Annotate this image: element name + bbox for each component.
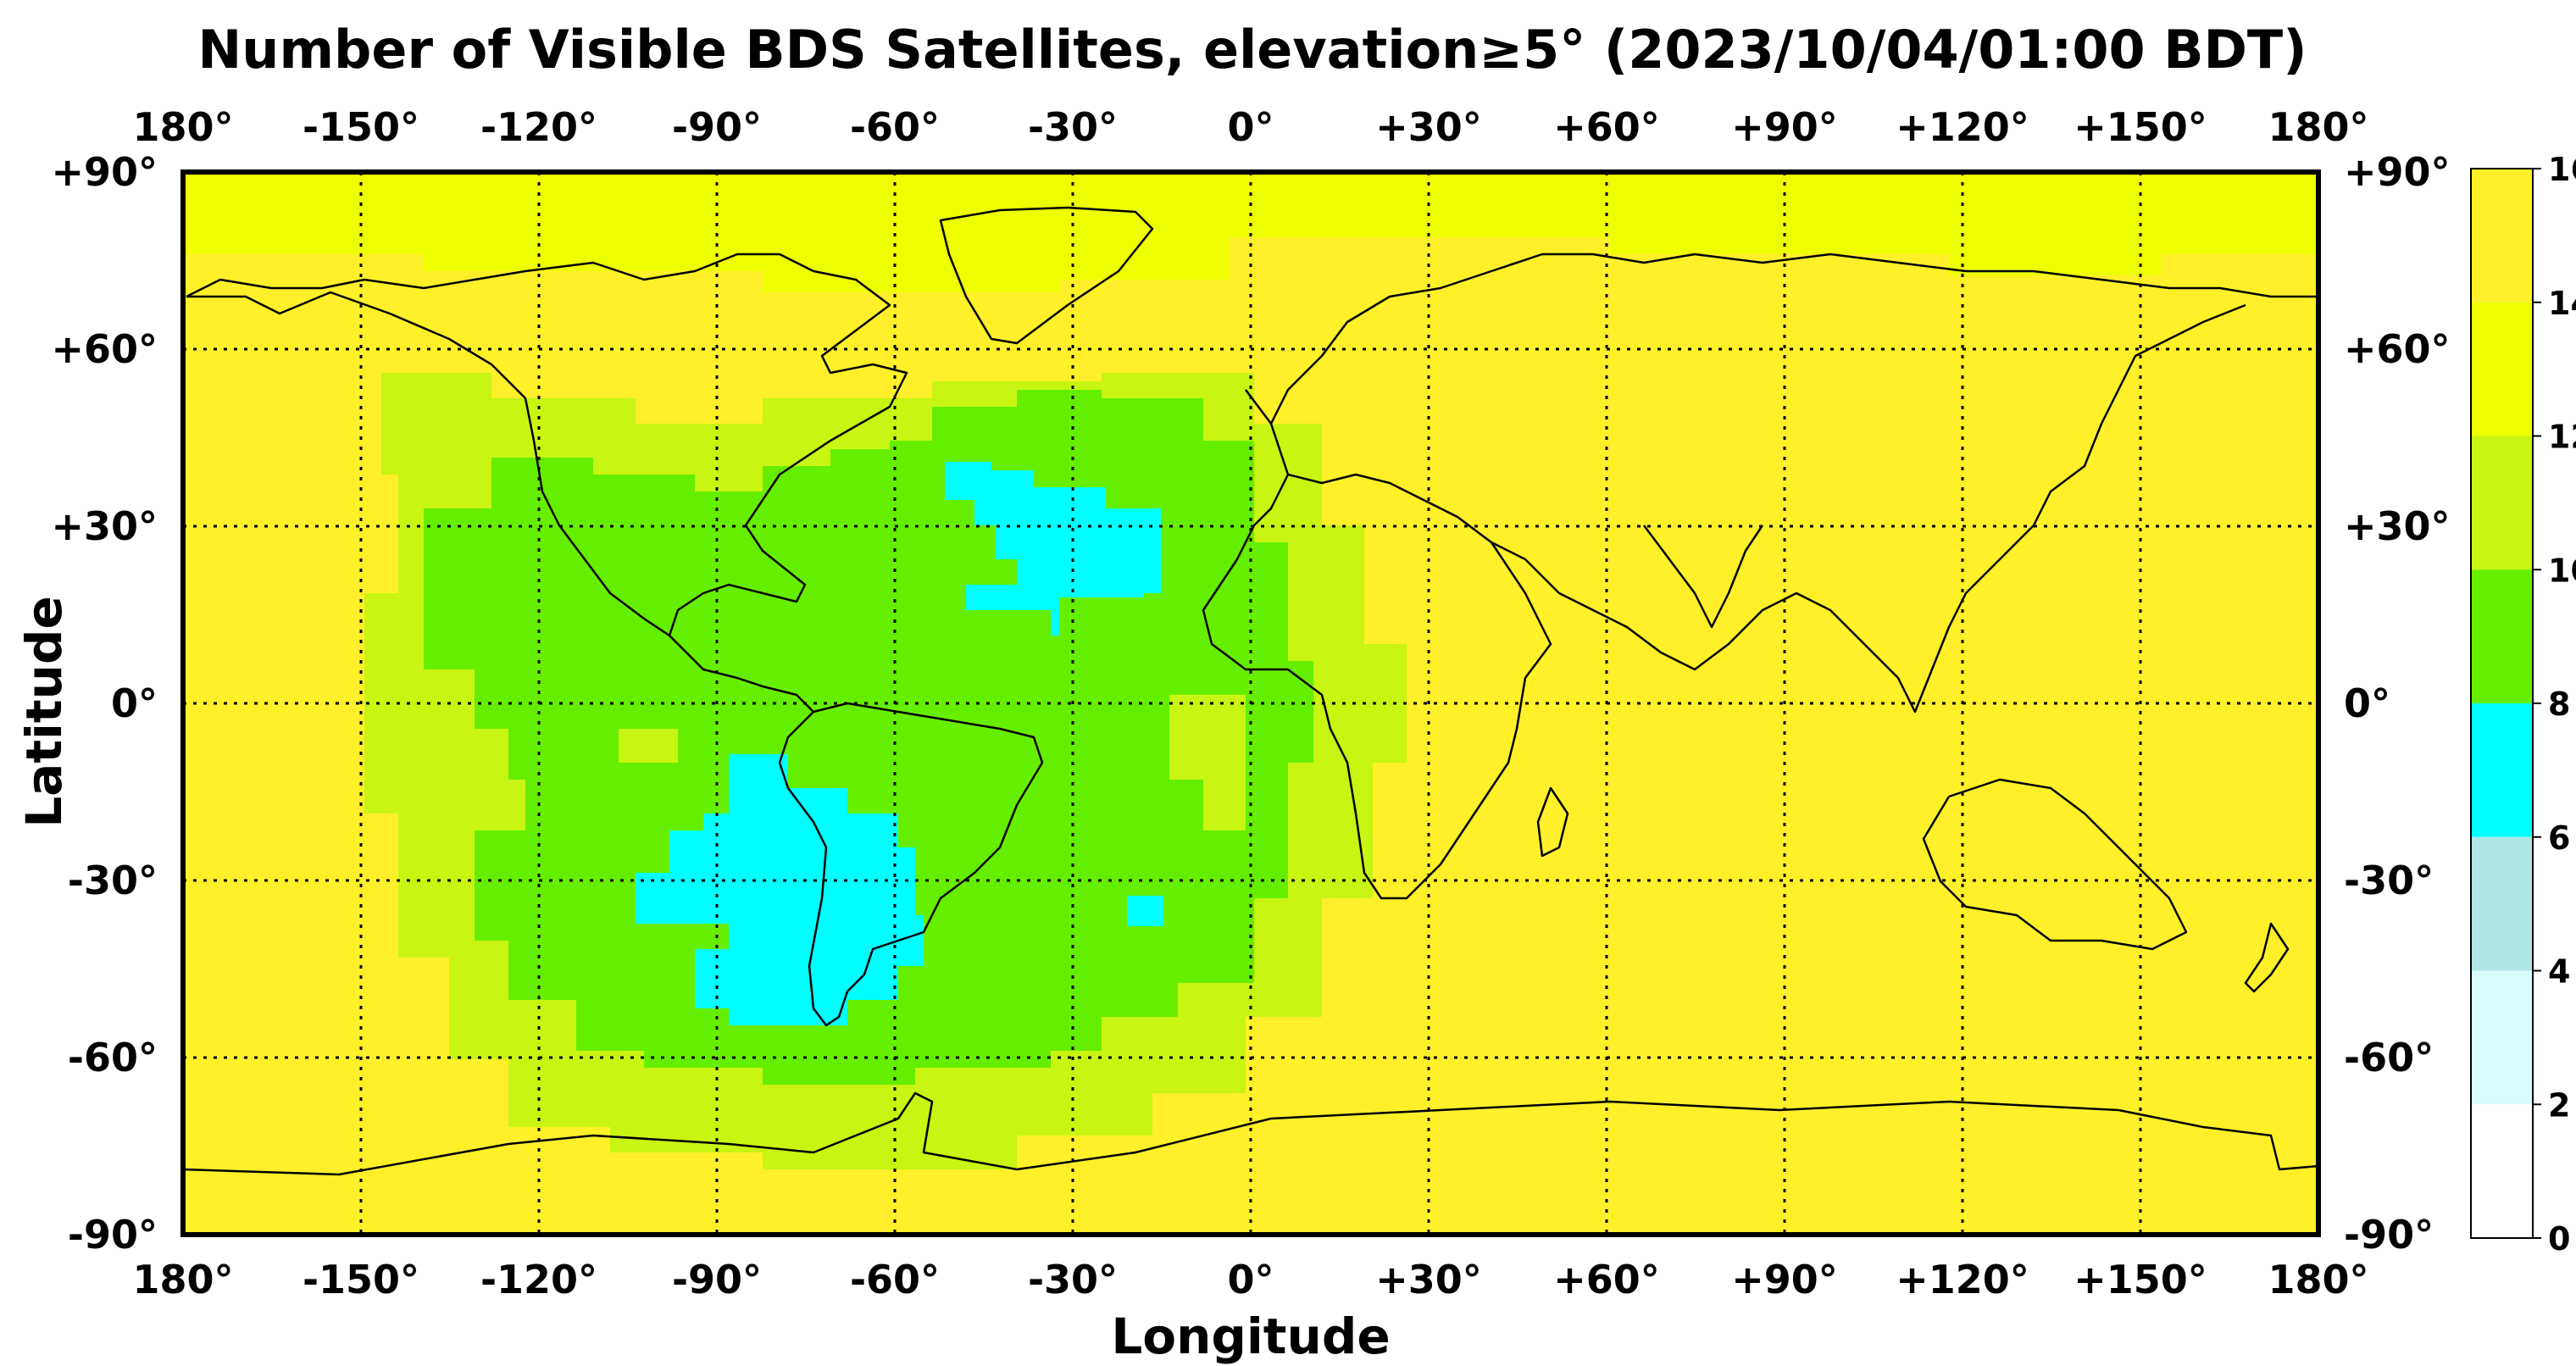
- lat-tick-label: +60°: [2344, 326, 2451, 372]
- colorbar-tick-label: 16: [2548, 151, 2576, 188]
- colorbar-band: [2471, 436, 2533, 570]
- coverage-6-8-south-atlantic-dot: [1127, 896, 1163, 926]
- coastline-antarctica: [183, 1091, 2318, 1176]
- coastline-europe-africa: [1202, 389, 1552, 900]
- lon-tick-label: -120°: [480, 104, 597, 150]
- colorbar-band: [2471, 569, 2533, 703]
- lon-tick-label: +150°: [2074, 104, 2207, 150]
- lon-tick-label: +30°: [1375, 1257, 1482, 1302]
- lon-tick-label: +120°: [1896, 1257, 2029, 1302]
- lon-tick-label: -60°: [850, 104, 940, 150]
- lon-ticks-top: 180° -150° -120° -90° -60° -30° 0° +30° +60° +90°…: [132, 104, 2368, 150]
- lon-tick-label: -30°: [1028, 104, 1118, 150]
- lat-tick-label: +90°: [51, 149, 158, 195]
- coastline-asia-south: [1491, 303, 2246, 714]
- lon-tick-label: +60°: [1553, 104, 1660, 150]
- lon-tick-label: +90°: [1731, 1257, 1838, 1302]
- coastline-eurasia: [1269, 253, 2318, 425]
- lat-tick-label: -30°: [68, 858, 158, 903]
- lon-tick-label: 0°: [1227, 1257, 1274, 1302]
- lon-tick-label: -60°: [850, 1257, 940, 1302]
- lon-tick-label: -150°: [303, 1257, 419, 1302]
- lon-tick-label: 180°: [132, 1257, 233, 1302]
- lon-tick-label: +150°: [2074, 1257, 2207, 1302]
- colorbar-tick-label: 2: [2548, 1086, 2570, 1124]
- coastlines: [183, 206, 2318, 1176]
- x-axis-label: Longitude: [1111, 1308, 1390, 1365]
- coastline-central-america: [669, 635, 814, 713]
- lon-tick-label: 180°: [2268, 104, 2368, 150]
- colorbar-band: [2471, 703, 2533, 837]
- colorbar-band: [2471, 970, 2533, 1105]
- lon-tick-label: +30°: [1375, 104, 1482, 150]
- lon-tick-label: -30°: [1028, 1257, 1118, 1302]
- lat-tick-label: -90°: [68, 1212, 158, 1258]
- coverage-6-8-south-america: [636, 754, 924, 1025]
- map-frame: [180, 169, 2321, 1237]
- colorbar-tick-label: 10: [2548, 552, 2576, 589]
- coastline-north-america: [186, 253, 908, 637]
- lat-tick-label: +30°: [51, 503, 158, 549]
- coverage-6-8-north-atlantic: [945, 462, 1161, 636]
- lon-tick-label: 0°: [1227, 104, 1274, 150]
- lat-tick-label: +60°: [51, 326, 158, 372]
- coverage-8-10-notch-b: [619, 729, 678, 763]
- colorbar-tick-label: 6: [2548, 819, 2570, 857]
- lat-tick-label: -30°: [2344, 858, 2434, 903]
- lon-ticks-bottom: 180° -150° -120° -90° -60° -30° 0° +30° +60° +90°…: [132, 1257, 2368, 1302]
- coastline-new-zealand: [2244, 922, 2290, 993]
- gridlines: [183, 172, 2318, 1235]
- colorbar-tick-label: 12: [2548, 419, 2576, 456]
- colorbar-band: [2471, 1104, 2533, 1238]
- lon-tick-label: -90°: [672, 104, 762, 150]
- lon-tick-label: +60°: [1553, 1257, 1660, 1302]
- lon-tick-label: 180°: [2268, 1257, 2368, 1302]
- lat-tick-label: -60°: [68, 1035, 158, 1080]
- coverage-8-10-notch: [1169, 695, 1246, 830]
- colorbar-band: [2471, 169, 2533, 303]
- colorbar-tick-label: 0: [2548, 1220, 2570, 1258]
- colorbar-band: [2471, 836, 2533, 971]
- colorbar-band: [2471, 302, 2533, 436]
- lat-tick-label: +30°: [2344, 503, 2451, 549]
- colorbar-tick-label: 14: [2548, 285, 2576, 322]
- lon-tick-label: -150°: [303, 104, 419, 150]
- chart-title: Number of Visible BDS Satellites, elevat…: [197, 19, 2307, 81]
- coastline-india: [1643, 525, 1764, 629]
- lat-tick-label: +90°: [2344, 149, 2451, 195]
- lat-ticks-right: +90° +60° +30° 0° -30° -60° -90°: [2344, 149, 2451, 1258]
- colorbar-tick-label: 8: [2548, 686, 2570, 723]
- coastline-australia: [1922, 778, 2188, 951]
- lat-tick-label: 0°: [2344, 680, 2390, 726]
- colorbar: 16 14 12 10 8 6 4 2 0: [2470, 151, 2576, 1258]
- lat-tick-label: -60°: [2344, 1035, 2434, 1080]
- coastline-greenland: [939, 206, 1154, 345]
- y-axis-label: Latitude: [15, 596, 73, 828]
- lon-tick-label: +120°: [1896, 104, 2029, 150]
- lon-tick-label: -90°: [672, 1257, 762, 1302]
- lat-ticks-left: +90° +60° +30° 0° -30° -60° -90°: [51, 149, 158, 1258]
- coastline-south-america: [778, 702, 1044, 1027]
- lat-tick-label: 0°: [111, 680, 158, 726]
- colorbar-tick-label: 4: [2548, 953, 2570, 991]
- lat-tick-label: -90°: [2344, 1212, 2434, 1258]
- lon-tick-label: -120°: [480, 1257, 597, 1302]
- lon-tick-label: +90°: [1731, 104, 1838, 150]
- lon-tick-label: 180°: [132, 104, 233, 150]
- coastline-madagascar: [1536, 786, 1569, 858]
